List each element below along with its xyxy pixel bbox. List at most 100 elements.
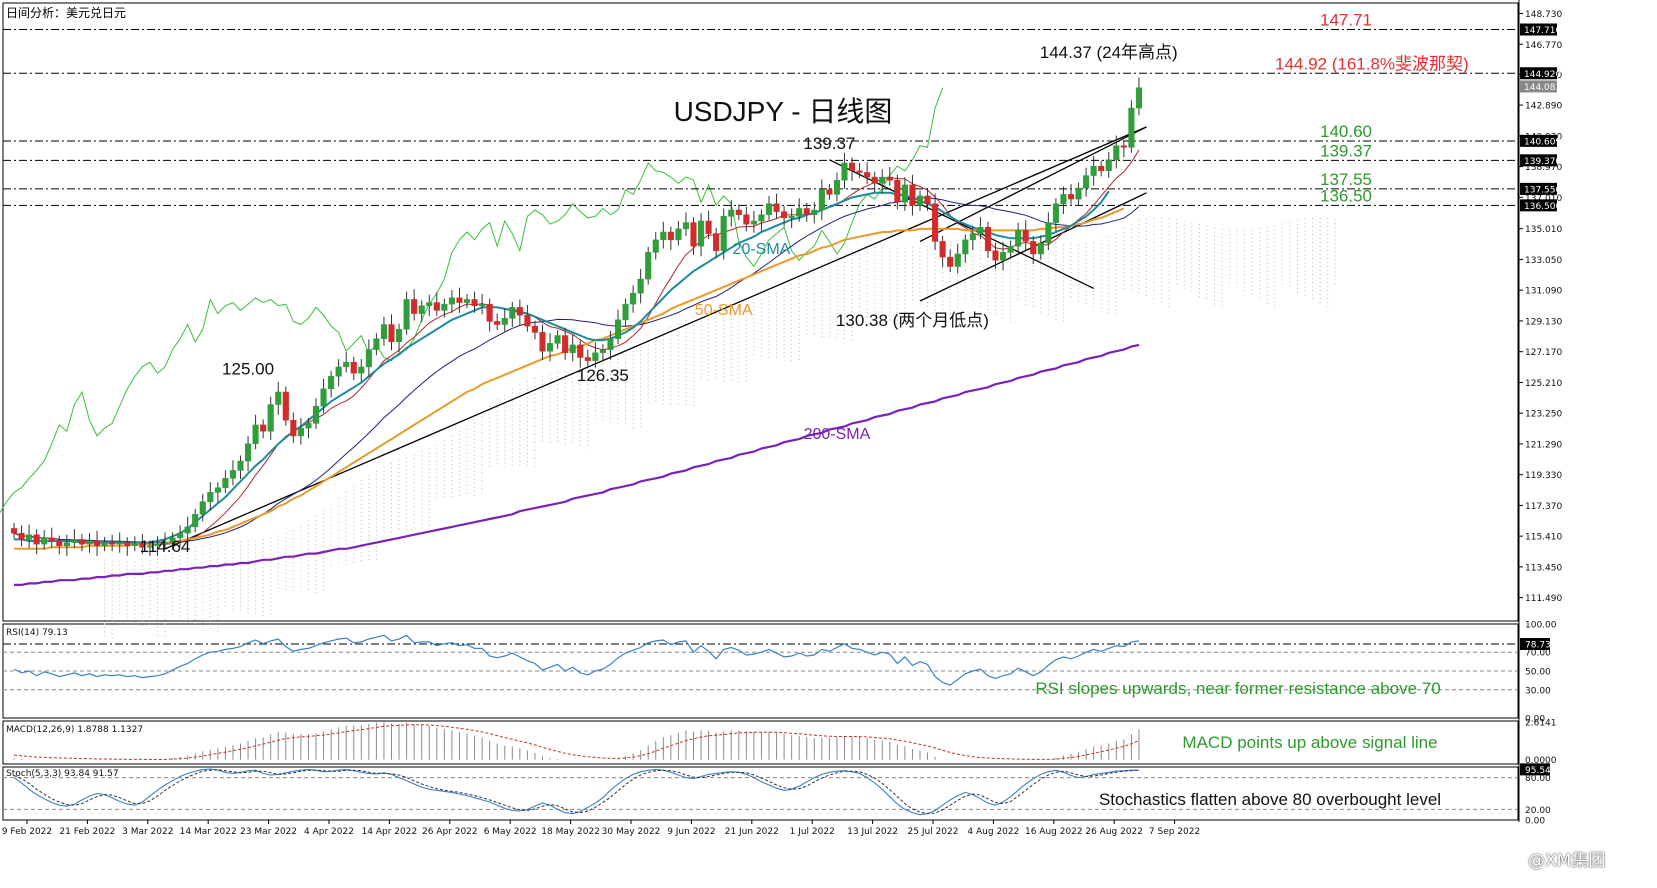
chikou-span-line <box>0 87 944 514</box>
rsi-tick-label: 70.00 <box>1525 649 1551 659</box>
kijun-line <box>13 197 1140 543</box>
candle-body <box>501 318 508 325</box>
candle-body <box>705 220 712 234</box>
series-label: 50-SMA <box>695 302 753 319</box>
candle-body <box>1067 194 1075 200</box>
candle-body <box>796 208 803 217</box>
x-tick-label: 21 Jun 2022 <box>725 827 779 837</box>
candle-body <box>192 514 199 528</box>
level-label: 147.71 <box>1320 11 1372 30</box>
candle-body <box>267 404 274 432</box>
price-annotation: 114.64 <box>140 537 191 556</box>
y-tick-label: 117.370 <box>1525 502 1562 512</box>
stoch-tag <box>1520 763 1550 776</box>
candle-body <box>403 299 410 330</box>
candle-body <box>977 227 984 234</box>
candle-body <box>728 209 735 217</box>
macd-title: MACD(12,26,9) 1.8788 1.1327 <box>6 725 143 735</box>
candle-body <box>343 361 350 368</box>
candle-body <box>864 172 871 178</box>
candle-body <box>494 321 501 325</box>
candle-body <box>33 534 40 545</box>
candle-body <box>433 302 440 311</box>
price-annotation: 126.35 <box>577 366 629 385</box>
watermark: @XM集团 <box>1528 851 1606 871</box>
candle-body <box>735 209 742 216</box>
x-tick-label: 26 Apr 2022 <box>422 827 478 837</box>
candle-body <box>939 241 946 258</box>
candle-body <box>932 203 939 242</box>
y-tick-label: 135.010 <box>1525 225 1562 235</box>
y-tick-label: 127.170 <box>1525 348 1562 358</box>
candle-body <box>252 424 259 445</box>
x-tick-label: 14 Mar 2022 <box>180 827 237 837</box>
axes: 148.730146.770144.850142.890140.930138.9… <box>2 10 1563 837</box>
candle-body <box>109 542 116 545</box>
candle-body <box>1022 230 1029 242</box>
candle-body <box>184 526 191 534</box>
candle-body <box>71 539 78 543</box>
candle-body <box>146 545 153 548</box>
y-tick-label: 148.730 <box>1525 10 1562 20</box>
y-tick-label: 113.450 <box>1525 563 1562 573</box>
candle-body <box>750 220 757 225</box>
level-label: 137.55 <box>1320 170 1372 189</box>
stoch-k-line <box>13 768 1139 816</box>
y-tick-label: 123.250 <box>1525 410 1562 420</box>
candle-body <box>86 540 93 545</box>
candle-body <box>562 335 569 354</box>
x-tick-label: 7 Sep 2022 <box>1149 827 1200 837</box>
candle-body <box>607 338 614 350</box>
candle-body <box>1083 175 1090 189</box>
candle-body <box>486 303 493 322</box>
candle-body <box>358 366 365 374</box>
rsi-line <box>13 634 1140 686</box>
price-tag-label: 147.710 <box>1524 26 1561 36</box>
stoch-tick-label: 20.00 <box>1525 806 1551 816</box>
price-annotation: 125.00 <box>222 360 274 379</box>
price-tag-label: 140.609 <box>1524 137 1561 147</box>
candle-body <box>516 307 523 316</box>
candle-body <box>698 220 705 247</box>
x-tick-label: 23 Mar 2022 <box>240 827 297 837</box>
candle-body <box>984 227 992 252</box>
candle-body <box>275 391 282 405</box>
candle-body <box>154 543 161 546</box>
candle-body <box>471 299 478 306</box>
x-tick-label: 26 Aug 2022 <box>1085 827 1143 837</box>
y-tick-label: 121.290 <box>1525 440 1562 450</box>
candle-body <box>124 542 131 546</box>
candle-body <box>1037 242 1044 255</box>
ichimoku-cloud <box>104 217 1336 642</box>
candle-body <box>207 492 214 503</box>
x-tick-label: 3 Mar 2022 <box>122 827 173 837</box>
candle-body <box>177 532 184 539</box>
candle-body <box>1113 145 1120 161</box>
candle-body <box>1000 252 1007 261</box>
x-tick-label: 4 Apr 2022 <box>304 827 354 837</box>
candle-body <box>1015 230 1022 247</box>
rsi-tag <box>1520 637 1550 650</box>
candle-body <box>312 405 320 424</box>
candle-body <box>418 305 425 314</box>
price-tag-label: 136.500 <box>1524 202 1561 212</box>
candle-body <box>448 297 455 305</box>
rsi-tick-label: 30.00 <box>1525 686 1551 696</box>
candle-body <box>765 203 773 216</box>
candle-body <box>94 540 101 546</box>
panel-frame <box>2 766 1519 821</box>
price-annotation: 144.37 (24年高点) <box>1040 43 1178 62</box>
price-tag <box>1520 134 1557 147</box>
candle-body <box>947 256 954 267</box>
candle-body <box>894 179 901 203</box>
candle-body <box>1075 187 1082 200</box>
candle-body <box>781 211 788 219</box>
x-tick-label: 14 Apr 2022 <box>362 827 418 837</box>
candle-body <box>569 344 576 354</box>
candle-body <box>48 537 55 542</box>
candle-body <box>10 528 18 534</box>
x-tick-label: 1 Jul 2022 <box>790 827 835 837</box>
y-tick-label: 133.050 <box>1525 256 1562 266</box>
candle-body <box>841 162 848 181</box>
candle-body <box>161 542 169 545</box>
